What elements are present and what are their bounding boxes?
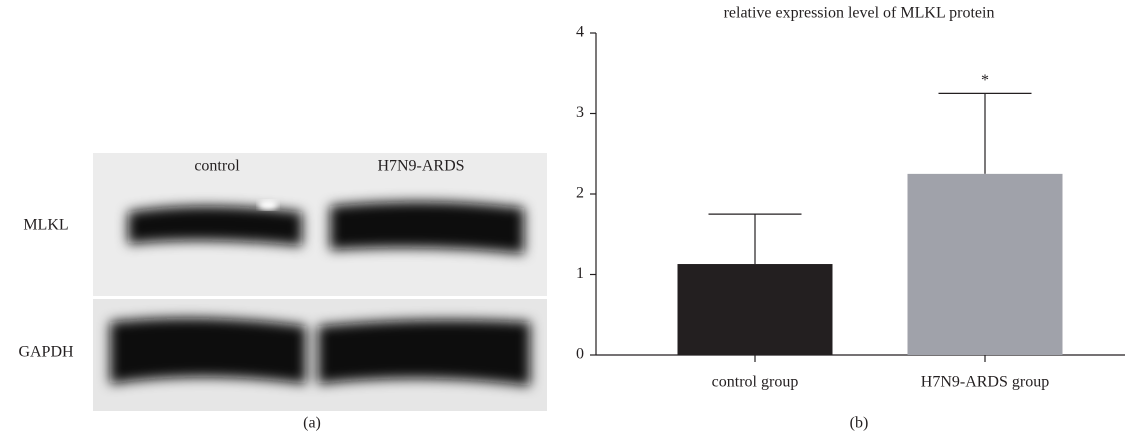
y-tick-label: 0 (576, 346, 584, 363)
panel-label: (b) (850, 415, 869, 432)
y-tick-label: 2 (576, 185, 584, 202)
y-tick-label: 1 (576, 265, 584, 282)
x-tick-label: control group (712, 374, 799, 391)
band (128, 206, 302, 246)
significance-mark: * (981, 72, 989, 89)
lane-label: H7N9-ARDS (377, 158, 464, 175)
chart-title: relative expression level of MLKL protei… (724, 5, 995, 22)
figure: control H7N9-ARDS MLKL GAPDH (a) relativ… (0, 0, 1127, 438)
y-tick-label: 3 (576, 104, 584, 121)
band (330, 201, 524, 254)
y-tick-label: 4 (576, 24, 584, 41)
band (318, 320, 530, 386)
bar (908, 174, 1063, 355)
western-blot (93, 153, 547, 411)
blot-spot (258, 200, 278, 210)
bar (678, 264, 833, 355)
protein-label: MLKL (23, 217, 68, 234)
panel-label: (a) (303, 415, 321, 432)
page: control H7N9-ARDS MLKL GAPDH (a) relativ… (0, 0, 1127, 438)
x-tick-label: H7N9-ARDS group (921, 374, 1049, 391)
lane-label: control (194, 158, 240, 175)
band (110, 318, 306, 384)
protein-label: GAPDH (18, 344, 74, 361)
